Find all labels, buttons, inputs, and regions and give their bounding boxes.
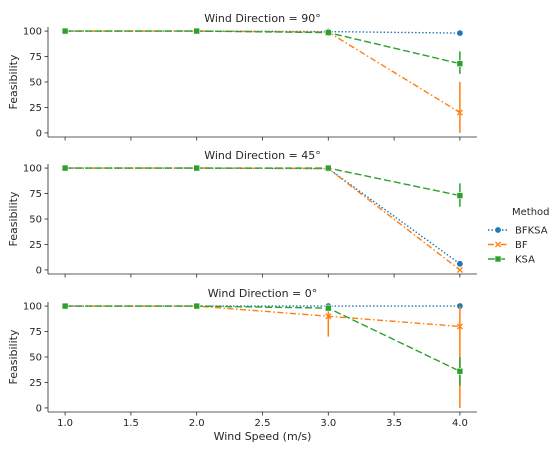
- data-point: [456, 29, 464, 37]
- y-tick-label: 25: [29, 378, 42, 389]
- data-point: [456, 260, 464, 268]
- legend-label: BF: [515, 240, 528, 251]
- data-point: [193, 27, 201, 35]
- series-line-bf: [65, 30, 461, 114]
- panel-title: Wind Direction = 90°: [204, 12, 321, 25]
- series-bf: [62, 28, 463, 133]
- y-tick-label: 25: [29, 240, 42, 251]
- x-axis-label: Wind Speed (m/s): [214, 430, 312, 443]
- legend-entry-bfksa: BFKSA: [488, 226, 548, 237]
- panel-title: Wind Direction = 0°: [208, 287, 318, 300]
- data-point: [193, 302, 201, 310]
- data-point: [324, 29, 332, 36]
- x-tick-label: 1.0: [57, 418, 73, 429]
- series-ksa: [61, 164, 464, 207]
- series-ksa: [61, 302, 464, 386]
- panel-1: Wind Direction = 90° 0 25 50 75 100 Feasibilit…: [7, 12, 477, 141]
- series-line-bf: [65, 305, 460, 328]
- data-point: [456, 367, 464, 375]
- y-axis-label: Feasibility: [7, 329, 20, 384]
- data-point: [324, 304, 332, 312]
- y-axis-label: Feasibility: [7, 191, 20, 246]
- x-tick-label: 2.0: [189, 418, 205, 429]
- x-tick-label: 3.5: [386, 418, 402, 429]
- data-point: [325, 313, 332, 320]
- legend-label: BFKSA: [515, 226, 548, 237]
- data-point: [324, 164, 332, 172]
- legend-title: Method: [512, 207, 550, 218]
- y-tick-label: 0: [36, 265, 42, 276]
- y-tick-label: 75: [29, 327, 42, 338]
- data-point: [456, 323, 463, 330]
- data-point: [456, 60, 464, 67]
- data-point: [456, 109, 463, 116]
- panel-title: Wind Direction = 45°: [204, 149, 321, 162]
- x-tick-label: 2.5: [255, 418, 271, 429]
- series-line-ksa: [65, 167, 461, 197]
- panels: Wind Direction = 90° 0 25 50 75 100 Feasibilit…: [7, 12, 477, 429]
- panel-3: Wind Direction = 0° 0 25 50 75 100 1.0 1.5 2.0 2.…: [7, 287, 477, 429]
- data-point: [456, 192, 464, 199]
- series-line-bfksa: [65, 167, 461, 265]
- series-ksa: [61, 27, 464, 74]
- y-tick-label: 75: [29, 52, 42, 63]
- y-tick-label: 75: [29, 189, 42, 200]
- series-bfksa: [61, 164, 464, 268]
- x-tick-label: 4.0: [452, 418, 468, 429]
- data-point: [61, 27, 69, 35]
- legend-entry-bf: BF: [488, 240, 528, 251]
- y-tick-label: 50: [29, 215, 42, 226]
- data-point: [193, 164, 201, 172]
- y-tick-label: 0: [36, 128, 42, 139]
- x-tick-label: 1.5: [123, 418, 139, 429]
- y-tick-label: 0: [36, 403, 42, 414]
- data-point: [456, 266, 463, 273]
- y-tick-label: 100: [23, 164, 42, 175]
- panel-2: Wind Direction = 45° 0 25 50 75 100 Feasibilit…: [7, 149, 477, 278]
- y-tick-label: 100: [23, 27, 42, 38]
- x-tick-label: 3.0: [320, 418, 336, 429]
- series-line-bf: [65, 167, 461, 271]
- y-tick-label: 100: [23, 302, 42, 313]
- series-line-ksa: [65, 305, 461, 372]
- legend-marker: [494, 226, 502, 234]
- y-tick-label: 25: [29, 103, 42, 114]
- series-bf: [62, 303, 463, 408]
- legend-entry-ksa: KSA: [488, 255, 535, 266]
- y-tick-label: 50: [29, 78, 42, 89]
- legend-marker: [494, 255, 502, 263]
- legend-label: KSA: [515, 255, 535, 266]
- series-line-ksa: [65, 30, 461, 65]
- y-axis-label: Feasibility: [7, 54, 20, 109]
- data-point: [61, 302, 69, 310]
- data-point: [61, 164, 69, 172]
- legend-marker: [494, 241, 502, 248]
- series-bf: [62, 165, 463, 273]
- y-tick-label: 50: [29, 353, 42, 364]
